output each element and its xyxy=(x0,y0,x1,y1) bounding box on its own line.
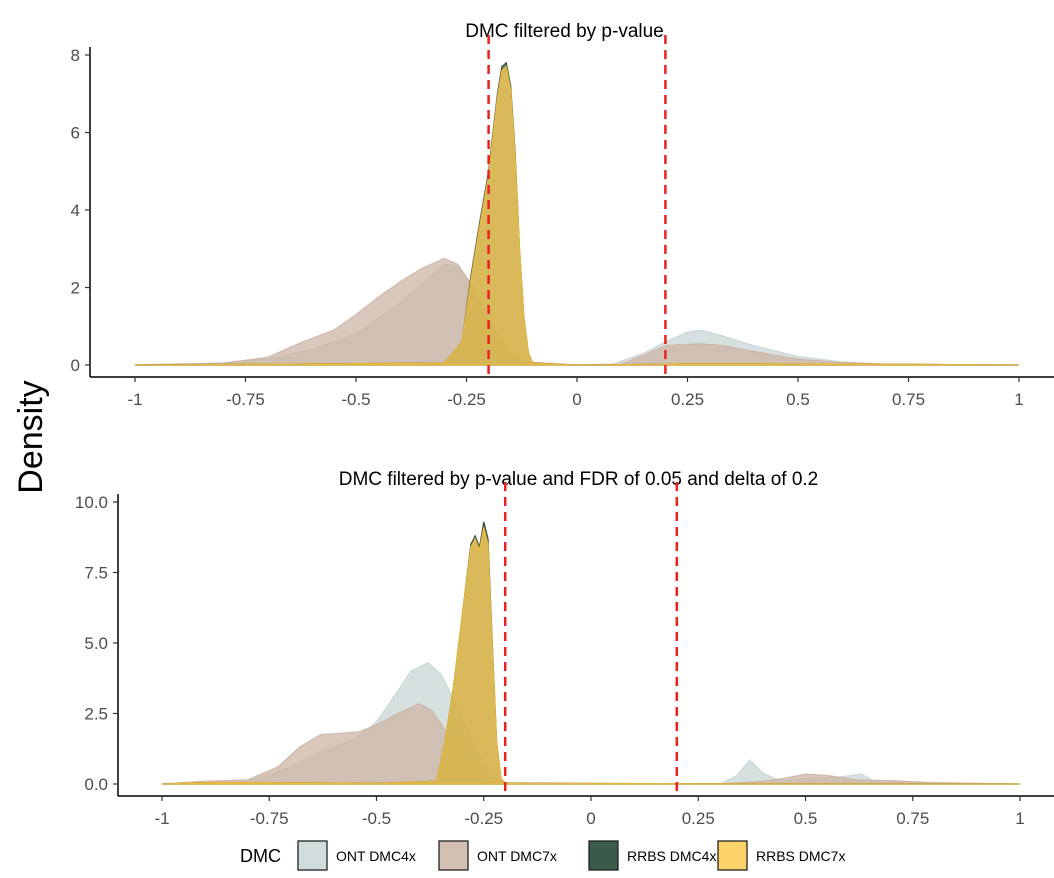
y-tick-label: 2.5 xyxy=(84,705,108,724)
panel-bottom: DMC filtered by p-value and FDR of 0.05 … xyxy=(75,469,1054,828)
x-tick-label: -0.5 xyxy=(362,809,391,828)
x-tick-label: 1 xyxy=(1014,390,1023,409)
legend-label-rrbs-dmc4x: RRBS DMC4x xyxy=(627,848,716,864)
y-tick-label: 7.5 xyxy=(84,564,108,583)
x-tick-label: 0.5 xyxy=(794,809,818,828)
x-tick-label: 1 xyxy=(1015,809,1024,828)
y-tick-label: 0 xyxy=(71,356,80,375)
x-tick-label: -1 xyxy=(127,390,142,409)
chart-title: DMC filtered by p-value and FDR of 0.05 … xyxy=(339,469,818,490)
x-tick-label: -0.25 xyxy=(464,809,503,828)
x-tick-label: 0 xyxy=(572,390,581,409)
legend-label-ont-dmc4x: ONT DMC4x xyxy=(336,848,416,864)
x-tick-label: -1 xyxy=(154,809,169,828)
legend: DMC ONT DMC4x ONT DMC7x RRBS DMC4x RRBS DMC7… xyxy=(240,840,845,871)
chart-title: DMC filtered by p-value xyxy=(465,21,664,42)
panel-top: DMC filtered by p-value 0 2 4 6 8 -1 -0.75 -0.5 -… xyxy=(71,21,1054,409)
y-tick-label: 5.0 xyxy=(84,634,108,653)
legend-swatch-ont-dmc7x xyxy=(438,840,469,871)
density-area-rrbs-dmc4x xyxy=(134,61,1020,366)
x-tick-label: -0.25 xyxy=(447,390,486,409)
y-axis-label: Density xyxy=(12,380,50,493)
y-tick-label: 4 xyxy=(71,201,80,220)
legend-label-rrbs-dmc7x: RRBS DMC7x xyxy=(756,848,845,864)
y-tick-label: 8 xyxy=(71,46,80,65)
x-tick-label: 0.75 xyxy=(892,390,925,409)
legend-label-ont-dmc7x: ONT DMC7x xyxy=(477,848,557,864)
x-tick-label: 0.75 xyxy=(896,809,929,828)
legend-swatch-rrbs-dmc4x xyxy=(588,840,619,871)
y-tick-label: 0.0 xyxy=(84,775,108,794)
y-tick-label: 6 xyxy=(71,124,80,143)
x-tick-label: 0.25 xyxy=(671,390,704,409)
x-tick-label: 0.25 xyxy=(682,809,715,828)
density-area-rrbs-dmc7x xyxy=(134,65,1020,366)
x-tick-label: -0.5 xyxy=(341,390,370,409)
x-tick-label: 0.5 xyxy=(786,390,810,409)
x-tick-label: 0 xyxy=(586,809,595,828)
density-area-rrbs-dmc4x xyxy=(161,521,1021,785)
density-area-rrbs-dmc7x xyxy=(161,527,1021,785)
density-area-ont-dmc4x xyxy=(134,263,1020,366)
legend-title: DMC xyxy=(240,846,281,866)
x-tick-label: -0.75 xyxy=(226,390,265,409)
x-tick-label: -0.75 xyxy=(250,809,289,828)
legend-swatch-rrbs-dmc7x xyxy=(717,840,748,871)
density-area-ont-dmc7x xyxy=(161,702,1021,785)
density-area-ont-dmc7x xyxy=(134,257,1020,366)
legend-swatch-ont-dmc4x xyxy=(297,840,328,871)
y-tick-label: 10.0 xyxy=(75,493,108,512)
y-tick-label: 2 xyxy=(71,279,80,298)
